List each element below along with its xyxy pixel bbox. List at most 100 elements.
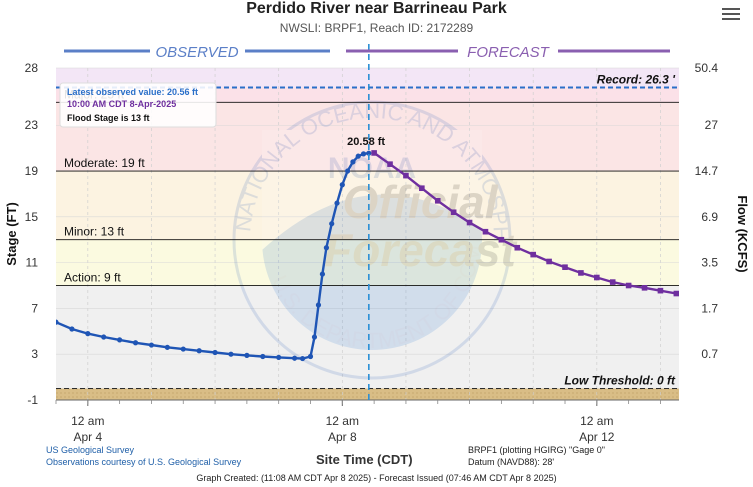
forecast-point bbox=[403, 172, 409, 179]
tooltip-box bbox=[59, 82, 217, 128]
label-low-threshold: Low Threshold: 0 ft bbox=[564, 374, 676, 388]
y-axis-title-right: Flow (KCFS) bbox=[735, 195, 750, 272]
observed-point bbox=[323, 245, 330, 251]
label-category-2: Moderate: 19 ft bbox=[64, 156, 145, 170]
forecast-point bbox=[641, 285, 648, 291]
observed-point bbox=[360, 151, 367, 157]
observed-point bbox=[212, 349, 218, 356]
observed-point bbox=[56, 319, 59, 325]
x-tick-label: 12 am bbox=[580, 414, 613, 428]
forecast-point bbox=[546, 258, 552, 265]
forecast-point bbox=[371, 150, 377, 156]
forecast-label: FORECAST bbox=[467, 44, 551, 61]
forecast-point bbox=[387, 161, 393, 167]
ground-band bbox=[56, 388, 679, 400]
seal-center: NOAA bbox=[328, 152, 416, 185]
observed-point bbox=[299, 355, 306, 362]
observed-point bbox=[164, 344, 170, 350]
tooltip-line2: 10:00 AM CDT 8-Apr-2025 bbox=[67, 99, 176, 109]
y-axis-title-left: Stage (FT) bbox=[4, 202, 19, 266]
label-category-4: Action: 9 ft bbox=[64, 271, 121, 285]
observed-point bbox=[350, 159, 356, 165]
seal-wave bbox=[262, 130, 482, 250]
observed-point bbox=[69, 326, 75, 332]
x-tick-label: Apr 8 bbox=[328, 430, 357, 444]
flood-category-bands bbox=[56, 68, 679, 400]
observed-point bbox=[345, 168, 351, 174]
forecast-point bbox=[657, 287, 664, 294]
datum-info: Datum (NAVD88): 28' bbox=[468, 457, 555, 467]
observed-point bbox=[291, 355, 298, 361]
observed-point bbox=[366, 150, 372, 156]
band-5 bbox=[56, 285, 679, 389]
observed-point bbox=[319, 271, 326, 277]
y-tick-label: 28 bbox=[25, 61, 39, 75]
observed-point bbox=[339, 182, 345, 188]
y-tick-label: 23 bbox=[25, 118, 39, 132]
forecast-point bbox=[673, 290, 679, 297]
gage-info: BRPF1 (plotting HGIRG) "Gage 0" bbox=[468, 445, 605, 455]
forecast-point bbox=[419, 185, 425, 192]
forecast-point bbox=[530, 251, 536, 258]
y-tick-label-right: 50.4 bbox=[695, 61, 719, 75]
x-tick-label: Apr 12 bbox=[579, 430, 615, 444]
tooltip-line3: Flood Stage is 13 ft bbox=[67, 113, 150, 123]
observed-point bbox=[148, 342, 155, 348]
y-tick-label: 3 bbox=[31, 347, 38, 361]
observed-point bbox=[315, 302, 322, 308]
chart-overlay: OBSERVED FORECAST 20.58 ft Latest observed … bbox=[59, 44, 670, 400]
hamburger-menu-icon[interactable] bbox=[722, 8, 740, 22]
forecast-point bbox=[482, 228, 489, 235]
forecast-point bbox=[625, 282, 632, 289]
x-tick-label: Apr 4 bbox=[73, 430, 102, 444]
forecast-point bbox=[562, 264, 568, 270]
x-tick-label: 12 am bbox=[326, 414, 359, 428]
observed-point bbox=[101, 334, 107, 340]
y-tick-label: 19 bbox=[25, 164, 39, 178]
observed-point bbox=[276, 354, 282, 361]
y-tick-label-right: 27 bbox=[705, 118, 719, 132]
y-tick-label-right: 1.7 bbox=[701, 301, 718, 315]
graph-created-text: Graph Created: (11:08 AM CDT Apr 8 2025)… bbox=[196, 473, 557, 483]
y-tick-label: 7 bbox=[31, 301, 38, 315]
observed-point bbox=[228, 351, 234, 357]
forecast-point bbox=[498, 236, 505, 243]
y-tick-label-right: 14.7 bbox=[695, 164, 719, 178]
source-usgs[interactable]: US Geological Survey bbox=[46, 445, 135, 455]
tooltip-line1: Latest observed value: 20.56 ft bbox=[67, 87, 198, 97]
observed-point bbox=[117, 337, 123, 343]
observed-point bbox=[334, 200, 340, 206]
observed-point bbox=[329, 221, 335, 227]
series-group bbox=[56, 150, 679, 362]
observed-label: OBSERVED bbox=[155, 44, 238, 61]
forecast-point bbox=[578, 270, 584, 276]
y-tick-label-right: 3.5 bbox=[701, 256, 718, 270]
forecast-point bbox=[594, 274, 600, 281]
forecast-point bbox=[434, 198, 441, 204]
observed-point bbox=[260, 353, 266, 360]
flood-threshold-lines: Record: 26.3 'Major: 25 ftModerate: 19 f… bbox=[56, 72, 679, 390]
y-tick-label: -1 bbox=[27, 393, 38, 407]
axes: -1 3 7 11 15 19 23 28 0.7 1.7 3.5 6.9 14.7 27 50.4 12 a… bbox=[4, 61, 750, 444]
y-tick-label-right: 0.7 bbox=[701, 347, 718, 361]
chart-subtitle: NWSLI: BRPF1, Reach ID: 2172289 bbox=[279, 21, 474, 35]
observed-point bbox=[355, 153, 361, 159]
peak-label: 20.58 ft bbox=[347, 136, 385, 148]
overlay-forecast: Forecast bbox=[324, 224, 517, 276]
label-record: Record: 26.3 ' bbox=[597, 72, 676, 86]
observed-point bbox=[307, 353, 314, 360]
band-3 bbox=[56, 171, 679, 240]
chart-title: Perdido River near Barrineau Park bbox=[246, 0, 507, 17]
forecast-point bbox=[514, 244, 521, 251]
observed-point bbox=[132, 340, 139, 346]
y-tick-label: 11 bbox=[26, 256, 39, 270]
forecast-point bbox=[466, 219, 473, 226]
observed-point bbox=[180, 346, 186, 352]
observed-point bbox=[311, 334, 318, 340]
observed-point bbox=[244, 352, 250, 358]
overlay-official: Official bbox=[342, 176, 498, 228]
forecast-point bbox=[450, 209, 457, 216]
source-observations[interactable]: Observations courtesy of U.S. Geological… bbox=[46, 457, 242, 467]
observed-point bbox=[85, 331, 91, 337]
